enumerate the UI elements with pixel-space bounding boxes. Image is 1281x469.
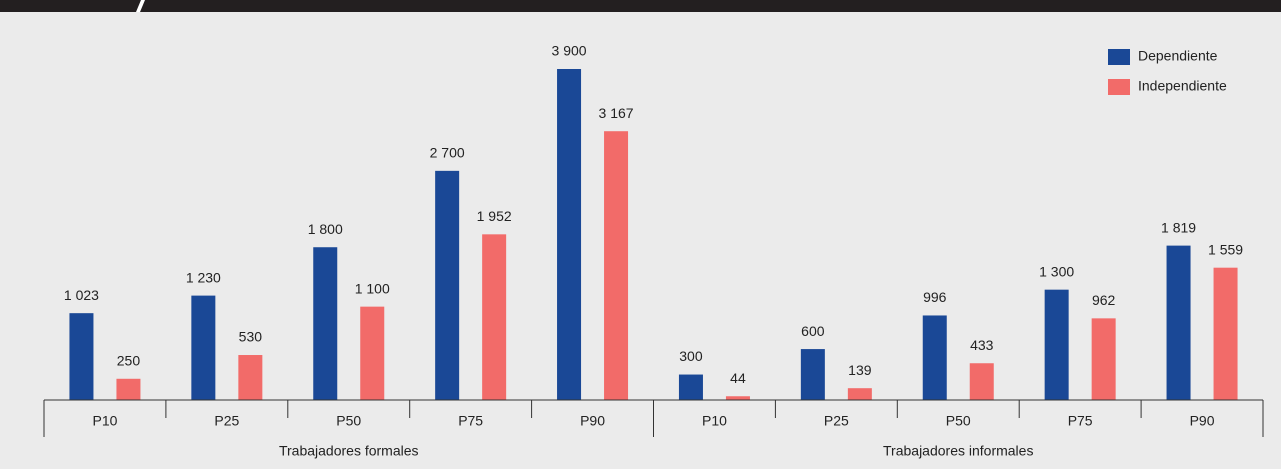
group-label: Trabajadores formales: [279, 443, 419, 459]
legend-swatch: [1108, 49, 1130, 65]
bar: [69, 313, 94, 400]
group-label: Trabajadores informales: [883, 443, 1033, 459]
x-tick-label: P90: [1190, 413, 1215, 429]
x-tick-label: P10: [702, 413, 727, 429]
bar: [1213, 267, 1238, 400]
value-label: 1 100: [355, 280, 390, 296]
value-label: 1 023: [64, 287, 99, 303]
bar: [1044, 289, 1069, 400]
bar: [482, 234, 507, 400]
value-label: 600: [801, 323, 825, 339]
bar: [360, 306, 385, 400]
bar: [922, 315, 947, 400]
value-label: 2 700: [430, 145, 465, 161]
value-label: 44: [730, 370, 746, 386]
value-label: 3 900: [552, 43, 587, 59]
value-label: 1 230: [186, 269, 221, 285]
bar: [238, 355, 263, 400]
bar: [313, 247, 338, 400]
value-label: 1 300: [1039, 263, 1074, 279]
bar: [969, 363, 994, 400]
x-tick-label: P50: [336, 413, 361, 429]
legend-swatch: [1108, 79, 1130, 95]
bar: [800, 349, 825, 400]
bar: [604, 131, 629, 400]
bar: [847, 388, 872, 400]
value-label: 300: [679, 348, 703, 364]
top-bar: [0, 0, 1281, 12]
x-tick-label: P75: [1068, 413, 1093, 429]
value-label: 530: [239, 329, 263, 345]
value-label: 3 167: [599, 105, 634, 121]
value-label: 996: [923, 289, 947, 305]
x-tick-label: P25: [824, 413, 849, 429]
value-label: 250: [117, 352, 141, 368]
bar: [725, 396, 750, 400]
bar: [1091, 318, 1116, 400]
x-tick-label: P50: [946, 413, 971, 429]
x-tick-label: P10: [92, 413, 117, 429]
legend-label: Independiente: [1138, 78, 1227, 94]
bar: [116, 378, 141, 400]
top-bar-notch: [136, 0, 145, 12]
value-label: 433: [970, 337, 994, 353]
bar: [191, 295, 216, 400]
x-tick-label: P25: [214, 413, 239, 429]
value-label: 962: [1092, 292, 1116, 308]
legend-label: Dependiente: [1138, 48, 1218, 64]
bar: [1166, 245, 1191, 400]
bar: [435, 170, 460, 400]
value-label: 1 800: [308, 221, 343, 237]
value-label: 139: [848, 362, 872, 378]
x-tick-label: P75: [458, 413, 483, 429]
value-label: 1 952: [477, 208, 512, 224]
bar: [557, 69, 582, 400]
value-label: 1 559: [1208, 241, 1243, 257]
x-tick-label: P90: [580, 413, 605, 429]
bar: [678, 374, 703, 400]
value-label: 1 819: [1161, 219, 1196, 235]
